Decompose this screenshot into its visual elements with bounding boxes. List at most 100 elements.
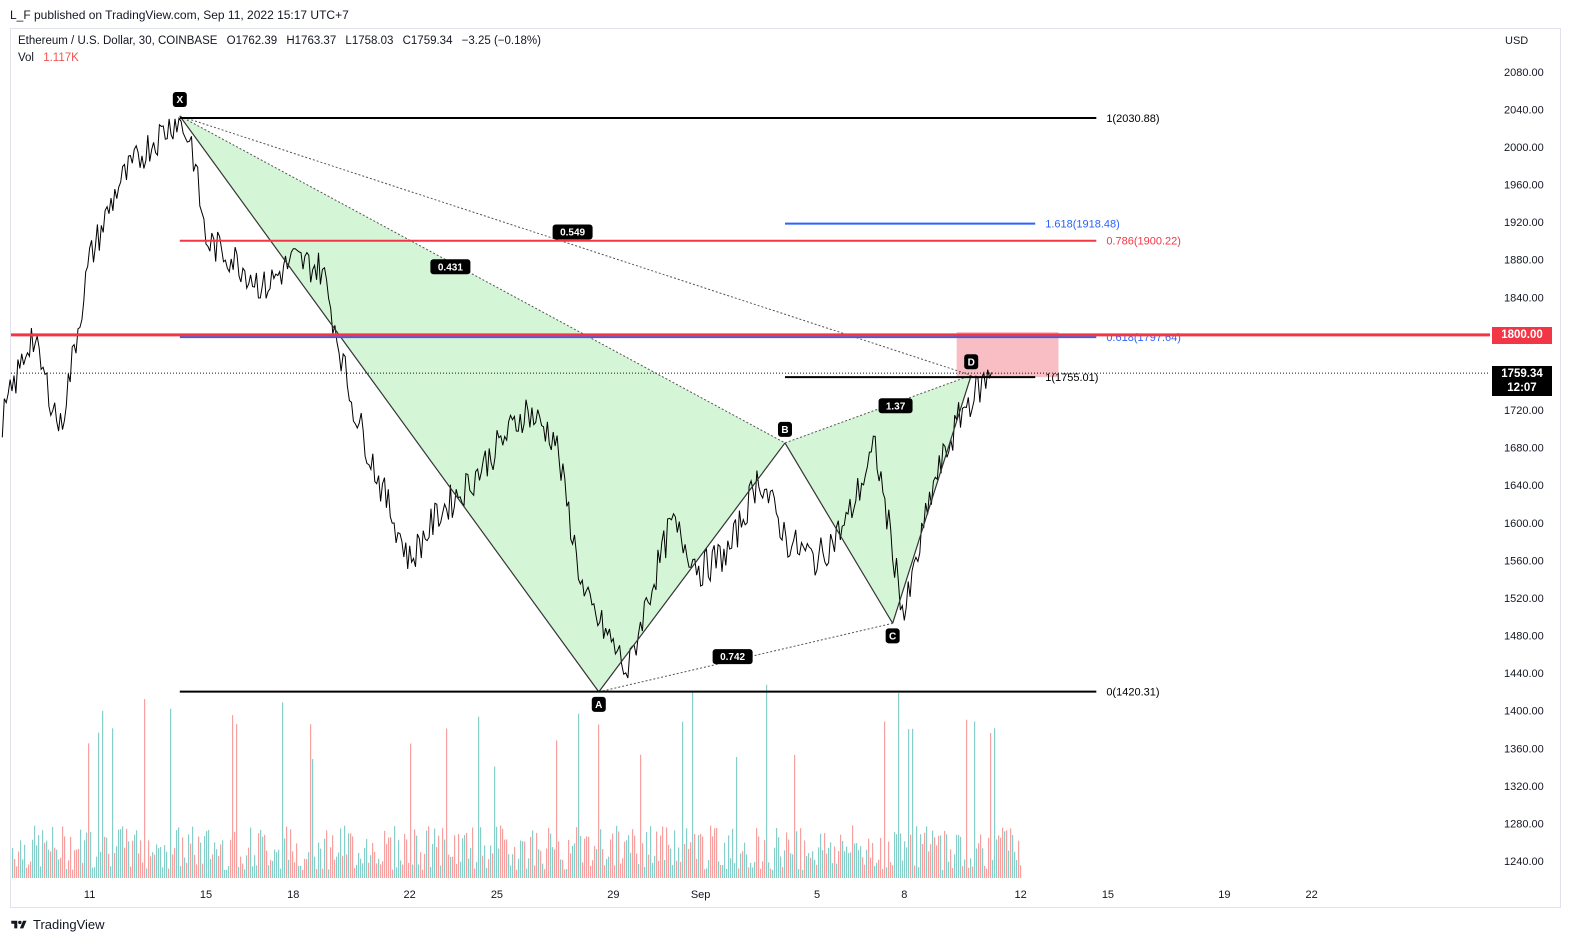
pattern-point-d: D [964,354,979,370]
volume-bar [742,851,744,878]
volume-bar [118,829,120,878]
volume-bar [394,826,396,878]
volume-bar [950,849,952,878]
tradingview-footer[interactable]: TradingView [10,917,105,932]
ratio-badge: 1.37 [878,398,913,414]
volume-bar [144,699,146,878]
volume-bar [866,849,868,878]
volume-bar [30,861,32,878]
volume-bar [902,860,904,878]
x-tick-label: 19 [1218,889,1230,901]
volume-bar [830,842,832,878]
volume-bar [240,856,242,878]
volume-bar [272,860,274,878]
volume-bar [442,828,444,878]
volume-bar [786,832,788,878]
volume-bar [110,866,112,878]
volume-bar [540,850,542,878]
volume-bar [46,840,48,878]
volume-bar [216,849,218,878]
volume-bar [422,869,424,878]
volume-bar [292,851,294,878]
volume-bar [926,826,928,878]
volume-bar [676,860,678,878]
volume-bar [378,858,380,878]
volume-bar [602,849,604,878]
volume-bar [536,832,538,878]
volume-bar [590,865,592,878]
volume-bar [354,868,356,878]
volume-bar [440,865,442,878]
volume-bar [282,702,284,878]
volume-bar [26,867,28,878]
chart-frame[interactable] [10,28,1561,908]
volume-bar [166,851,168,878]
volume-bar [480,827,482,878]
volume-bar [330,847,332,878]
pattern-point-label: B [781,425,788,436]
volume-bar [324,838,326,878]
volume-bar [206,831,208,878]
volume-bar [526,868,528,878]
volume-bar [386,844,388,878]
volume-bar [252,866,254,878]
pattern-point-label: X [176,95,183,106]
last-price-value: 1759.34 [1501,368,1543,381]
volume-bar [450,856,452,878]
harmonic-ratio-line [784,374,972,444]
volume-bar [646,832,648,878]
volume-bar [530,836,532,878]
volume-bar [454,835,456,878]
volume-bar [772,869,774,878]
volume-bar [710,825,712,878]
volume-bar [638,863,640,878]
volume-bar [190,843,192,878]
volume-bar [334,859,336,878]
harmonic-leg-xa [179,115,600,693]
volume-bar [114,853,116,878]
volume-bar [550,833,552,878]
volume-bar [412,864,414,878]
volume-bar [604,865,606,878]
volume-bar [776,828,778,878]
volume-bar [18,851,20,878]
volume-bar [662,826,664,878]
volume-bar [948,861,950,878]
volume-bar [326,830,328,878]
volume-bar [304,858,306,878]
ratio-badge-label: 0.742 [720,652,745,663]
volume-bar [184,857,186,878]
volume-bar [142,862,144,878]
volume-bar [608,856,610,878]
y-tick-label: 1840.00 [1504,292,1544,304]
volume-bar [520,840,522,878]
volume-bar [636,853,638,878]
volume-bar [570,853,572,878]
x-tick-label: 11 [84,889,95,901]
volume-bar [474,868,476,878]
volume-bar [998,835,1000,878]
volume-bar [262,836,264,878]
volume-bar [256,865,258,878]
volume-bar [278,849,280,878]
volume-bar [336,856,338,878]
volume-bar [1016,859,1018,878]
volume-bar [924,832,926,878]
volume-bar [782,867,784,878]
volume-bar [106,837,108,878]
volume-bar [68,860,70,878]
volume-bar [168,868,170,878]
volume-bar [154,854,156,878]
ratio-badge-bg [878,398,913,414]
volume-bar [796,831,798,878]
ratio-badge: 0.549 [552,224,593,240]
volume-bar [916,826,918,878]
volume-bar [660,835,662,878]
volume-bar [156,844,158,878]
volume-bar [920,834,922,878]
volume-bar [40,866,42,878]
pattern-point-label: A [595,700,602,711]
x-tick-label: 15 [200,889,212,901]
volume-bar [374,851,376,878]
